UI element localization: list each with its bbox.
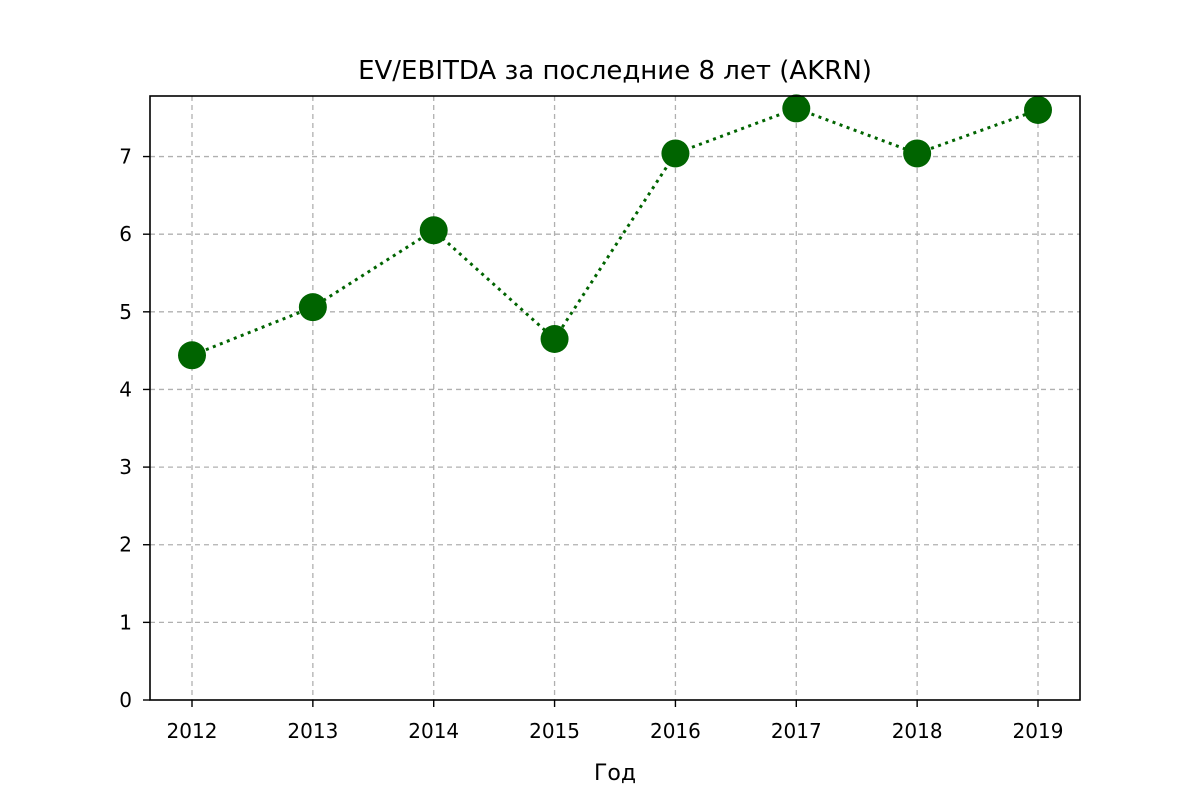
series-ev-ebitda [178, 94, 1052, 370]
x-tick-label: 2014 [408, 719, 459, 743]
ticks: 2012 2013 2014 2015 2016 2017 2018 2019 0 1 2 3 4 5 6 7 [119, 145, 1063, 743]
y-tick-label: 5 [119, 300, 132, 324]
y-tick-label: 3 [119, 455, 132, 479]
x-tick-label: 2019 [1013, 719, 1064, 743]
x-axis-label: Год [594, 761, 636, 786]
data-point [540, 324, 569, 353]
x-tick-label: 2015 [529, 719, 580, 743]
data-point [1024, 95, 1052, 124]
data-point [298, 293, 327, 322]
y-tick-label: 4 [119, 377, 132, 401]
y-tick-label: 2 [119, 533, 132, 557]
data-point [903, 139, 932, 168]
y-tick-label: 1 [119, 610, 132, 634]
y-tick-label: 0 [119, 688, 132, 712]
series-line [191, 106, 1039, 357]
x-tick-label: 2013 [287, 719, 338, 743]
data-point [782, 94, 811, 123]
x-tick-label: 2018 [892, 719, 943, 743]
chart-title: EV/EBITDA за последние 8 лет (AKRN) [358, 56, 872, 86]
x-tick-label: 2016 [650, 719, 701, 743]
x-tick-label: 2012 [167, 719, 218, 743]
x-tick-label: 2017 [771, 719, 822, 743]
data-point [178, 341, 206, 370]
data-point [661, 139, 690, 168]
axes-frame [149, 95, 1081, 701]
grid [150, 96, 1080, 700]
y-tick-label: 6 [119, 222, 132, 246]
data-point [419, 216, 448, 245]
y-tick-label: 7 [119, 145, 132, 169]
